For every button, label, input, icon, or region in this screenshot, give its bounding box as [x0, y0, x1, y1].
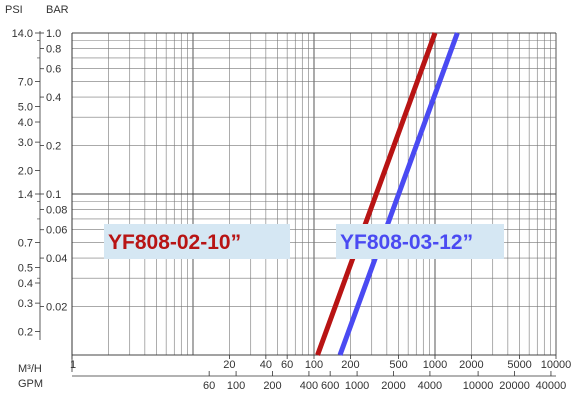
bar-tick-label: 0.04	[46, 253, 67, 265]
psi-tick-label: 4.0	[18, 117, 33, 129]
m3h-tick-label: 40	[260, 359, 272, 371]
grid	[71, 32, 557, 356]
m3h-tick-label: 100	[305, 359, 323, 371]
psi-tick-label: 7.0	[18, 76, 33, 88]
gpm-tick-label: 20000	[499, 380, 530, 392]
gpm-tick-label: 200	[263, 380, 281, 392]
series-labels: YF808-02-10” YF808-03-12”	[104, 224, 504, 259]
m3h-axis-title: M³/H	[18, 363, 42, 375]
psi-tick-label: 0.2	[18, 326, 33, 338]
psi-tick-label: 14.0	[12, 28, 33, 40]
bar-tick-label: 0.4	[46, 92, 61, 104]
psi-tick-label: 3.0	[18, 137, 33, 149]
series-label-1: YF808-02-10”	[108, 231, 241, 254]
gpm-tick-label: 10000	[463, 380, 494, 392]
bar-tick-label: 0.2	[46, 141, 61, 153]
bar-tick-label: 0.08	[46, 205, 67, 217]
m3h-tick-label: 500	[389, 359, 407, 371]
psi-tick-label: 1.4	[18, 189, 33, 201]
gpm-tick-label: 4000	[418, 380, 442, 392]
bar-tick-label: 0.06	[46, 225, 67, 237]
gpm-tick-label: 100	[227, 380, 245, 392]
series-line-2	[337, 32, 460, 356]
psi-tick-label: 0.3	[18, 298, 33, 310]
series-lines	[315, 32, 460, 356]
bar-tick-label: 0.6	[46, 64, 61, 76]
m3h-tick-label: 200	[341, 359, 359, 371]
m3h-tick-label: 20	[223, 359, 235, 371]
gpm-tick-label: 60	[203, 380, 215, 392]
series-label-2: YF808-03-12”	[340, 231, 473, 254]
gpm-axis-title: GPM	[18, 378, 43, 390]
gpm-tick-label: 40000	[536, 380, 567, 392]
bar-tick-label: 1.0	[46, 28, 61, 40]
bar-tick-label: 0.02	[46, 302, 67, 314]
m3h-tick-label: 60	[281, 359, 293, 371]
gpm-tick-label: 400	[300, 380, 318, 392]
axes: 1.00.80.60.40.20.10.080.060.040.0214.07.…	[12, 28, 572, 392]
m3h-tick-label: 5000	[507, 359, 531, 371]
series-line-1	[315, 32, 438, 356]
bar-axis-title: BAR	[46, 4, 69, 16]
psi-tick-label: 5.0	[18, 101, 33, 113]
series-label-box-2	[336, 224, 504, 259]
gpm-tick-label: 2000	[381, 380, 405, 392]
m3h-tick-label: 2000	[459, 359, 483, 371]
bar-tick-label: 0.1	[46, 189, 61, 201]
m3h-tick-label: 10000	[541, 359, 572, 371]
psi-tick-label: 0.5	[18, 262, 33, 274]
series-label-box-1	[104, 224, 290, 259]
psi-tick-label: 0.4	[18, 278, 33, 290]
gpm-tick-label: 1000	[345, 380, 369, 392]
bar-tick-label: 0.8	[46, 44, 61, 56]
m3h-tick-label: 1	[70, 359, 76, 371]
psi-tick-label: 2.0	[18, 165, 33, 177]
m3h-tick-label: 1000	[423, 359, 447, 371]
psi-axis-title: PSI	[5, 4, 23, 16]
gpm-tick-label: 600	[321, 380, 339, 392]
psi-tick-label: 0.7	[18, 237, 33, 249]
